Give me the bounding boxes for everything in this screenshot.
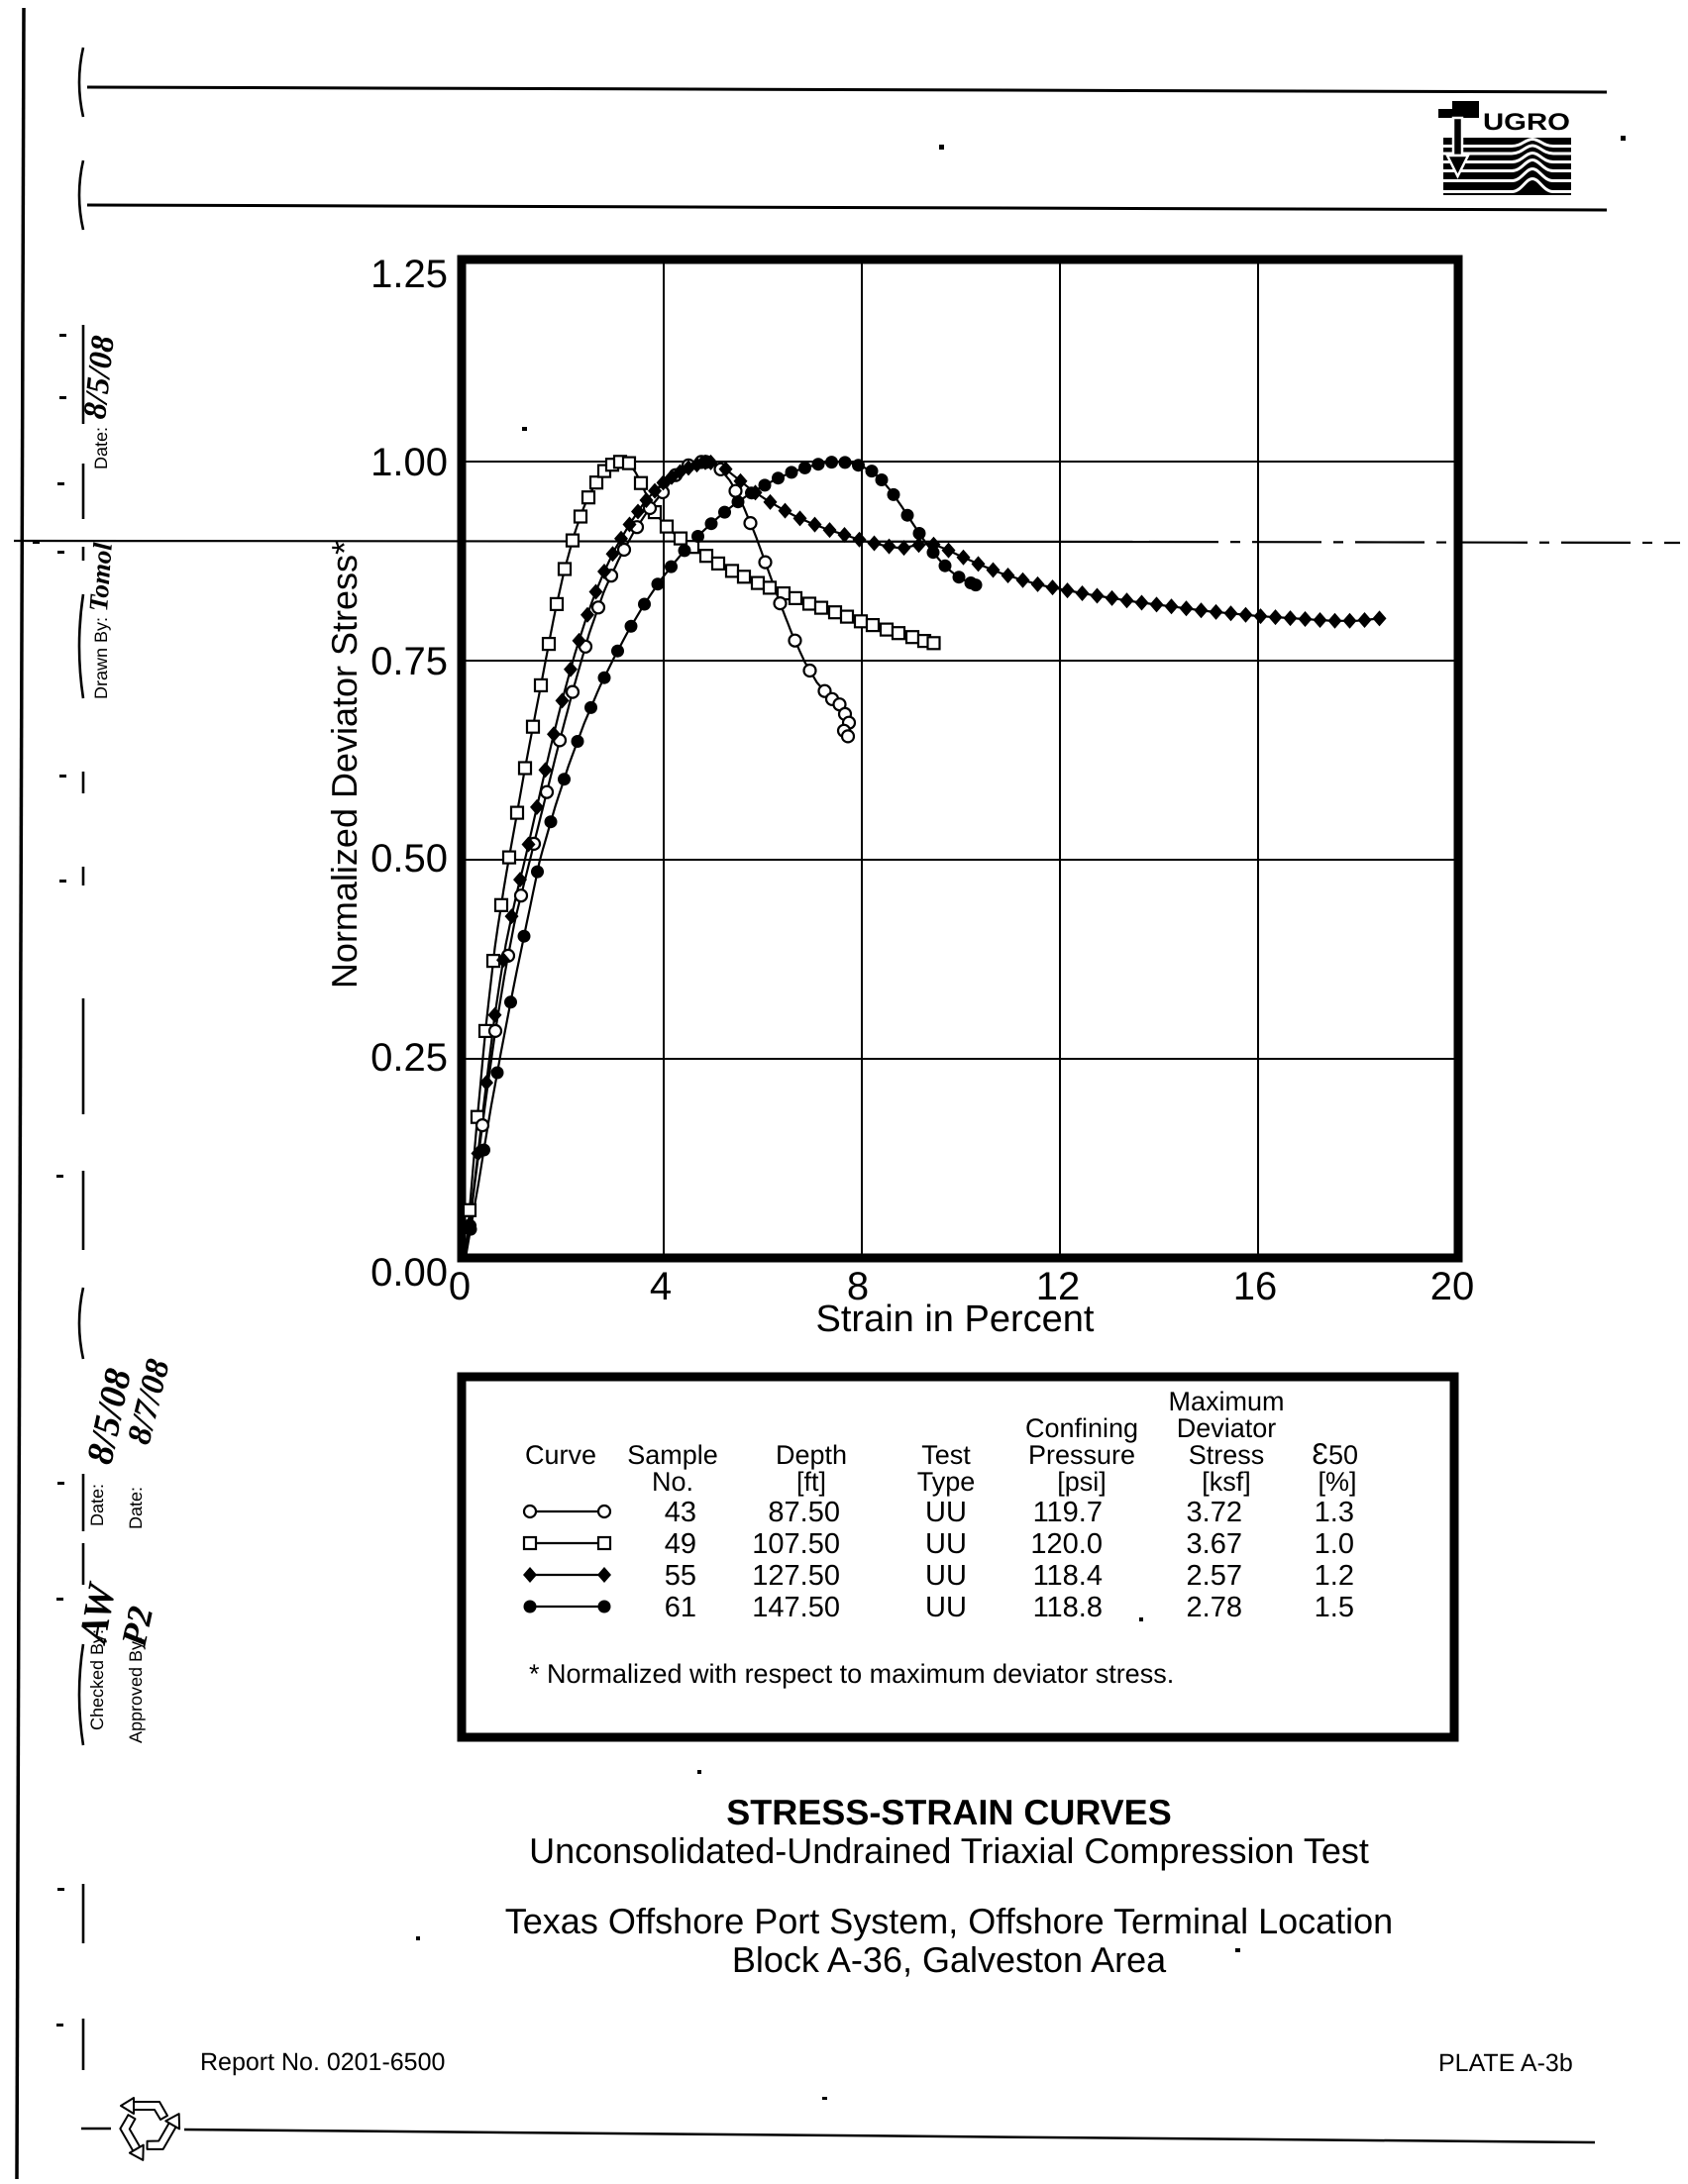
svg-text:0.25: 0.25 <box>370 1036 448 1080</box>
svg-text:STRESS-STRAIN CURVES: STRESS-STRAIN CURVES <box>726 1792 1171 1832</box>
svg-text:0: 0 <box>449 1265 471 1308</box>
svg-text:Curve: Curve <box>525 1440 596 1470</box>
svg-text:0.75: 0.75 <box>370 640 448 683</box>
svg-text:Normalized Deviator Stress*: Normalized Deviator Stress* <box>324 541 365 988</box>
svg-text:Type: Type <box>917 1467 976 1497</box>
svg-text:Deviator: Deviator <box>1177 1413 1277 1443</box>
svg-text:2.57: 2.57 <box>1187 1560 1242 1592</box>
svg-text:3: 3 <box>1312 1438 1328 1471</box>
svg-text:Test: Test <box>921 1440 971 1470</box>
svg-text:120.0: 120.0 <box>1030 1528 1103 1560</box>
svg-text:8/5/08: 8/5/08 <box>77 334 122 421</box>
svg-text:1.00: 1.00 <box>370 441 448 484</box>
svg-text:[psi]: [psi] <box>1057 1467 1107 1497</box>
svg-text:50: 50 <box>1328 1440 1358 1470</box>
svg-text:8: 8 <box>847 1265 869 1308</box>
svg-text:Date:: Date: <box>126 1487 146 1529</box>
svg-text:1.3: 1.3 <box>1315 1497 1354 1528</box>
svg-text:Stress: Stress <box>1189 1440 1265 1470</box>
svg-text:* Normalized with respect to m: * Normalized with respect to maximum dev… <box>529 1659 1174 1689</box>
svg-text:Strain in Percent: Strain in Percent <box>816 1299 1095 1340</box>
svg-text:49: 49 <box>665 1528 696 1560</box>
svg-text:43: 43 <box>665 1497 696 1528</box>
svg-text:[ft]: [ft] <box>796 1467 826 1497</box>
svg-text:16: 16 <box>1233 1265 1278 1308</box>
svg-text:Checked By:: Checked By: <box>87 1629 107 1730</box>
svg-text:118.8: 118.8 <box>1033 1592 1103 1623</box>
svg-text:20: 20 <box>1430 1265 1475 1308</box>
svg-text:Unconsolidated-Undrained Triax: Unconsolidated-Undrained Triaxial Compre… <box>529 1830 1369 1871</box>
svg-text:UGRO: UGRO <box>1483 109 1570 136</box>
svg-text:[ksf]: [ksf] <box>1202 1467 1251 1497</box>
svg-text:147.50: 147.50 <box>752 1592 840 1623</box>
svg-text:55: 55 <box>665 1560 696 1592</box>
svg-text:No.: No. <box>652 1467 693 1497</box>
svg-text:UU: UU <box>925 1528 967 1560</box>
svg-text:Pressure: Pressure <box>1028 1440 1135 1470</box>
svg-text:UU: UU <box>925 1592 967 1623</box>
svg-text:Texas Offshore Port System, Of: Texas Offshore Port System, Offshore Ter… <box>505 1901 1393 1941</box>
svg-text:Sample: Sample <box>627 1440 718 1470</box>
svg-text:1.0: 1.0 <box>1315 1528 1354 1560</box>
svg-text:UU: UU <box>925 1497 967 1528</box>
svg-text:[%]: [%] <box>1318 1467 1356 1497</box>
svg-text:1.2: 1.2 <box>1315 1560 1354 1592</box>
svg-text:2.78: 2.78 <box>1187 1592 1242 1623</box>
svg-text:AW: AW <box>69 1579 124 1649</box>
svg-text:Approved By:: Approved By: <box>126 1636 146 1743</box>
svg-text:118.4: 118.4 <box>1033 1560 1103 1592</box>
svg-text:UU: UU <box>925 1560 967 1592</box>
svg-text:127.50: 127.50 <box>752 1560 840 1592</box>
svg-text:P2: P2 <box>113 1603 160 1650</box>
svg-text:119.7: 119.7 <box>1033 1497 1103 1528</box>
svg-text:61: 61 <box>665 1592 696 1623</box>
svg-text:Depth: Depth <box>776 1440 847 1470</box>
svg-text:Block A-36, Galveston Area: Block A-36, Galveston Area <box>732 1939 1167 1980</box>
svg-text:Maximum: Maximum <box>1168 1387 1284 1416</box>
svg-text:Tomol: Tomol <box>83 541 118 612</box>
svg-text:1.25: 1.25 <box>370 253 448 296</box>
svg-text:0.00: 0.00 <box>370 1251 448 1295</box>
svg-text:Date:: Date: <box>87 1484 107 1526</box>
svg-text:1.5: 1.5 <box>1315 1592 1354 1623</box>
svg-text:Drawn By:: Drawn By: <box>91 617 111 699</box>
svg-text:3.67: 3.67 <box>1187 1528 1242 1560</box>
svg-text:3.72: 3.72 <box>1187 1497 1242 1528</box>
svg-text:0.50: 0.50 <box>370 837 448 881</box>
svg-text:4: 4 <box>650 1265 672 1308</box>
svg-text:107.50: 107.50 <box>752 1528 840 1560</box>
svg-text:Date:: Date: <box>91 427 111 469</box>
svg-text:Confining: Confining <box>1025 1413 1138 1443</box>
svg-text:12: 12 <box>1036 1265 1081 1308</box>
svg-text:87.50: 87.50 <box>768 1497 840 1528</box>
svg-text:Report No. 0201-6500: Report No. 0201-6500 <box>200 2048 445 2076</box>
svg-text:PLATE A-3b: PLATE A-3b <box>1438 2049 1573 2077</box>
